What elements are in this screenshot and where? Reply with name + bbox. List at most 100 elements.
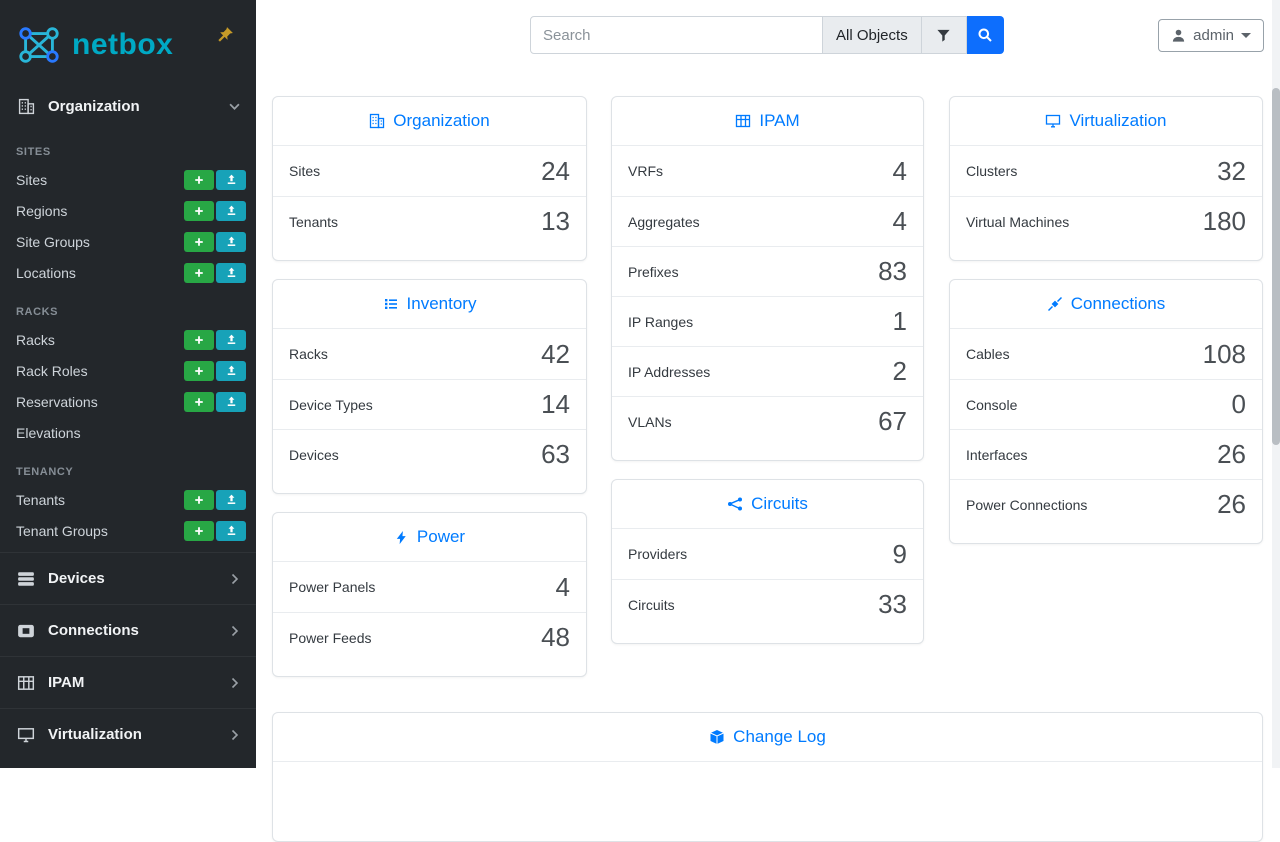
add-tenant-groups-button[interactable] xyxy=(184,520,214,541)
sidebar-item-elevations[interactable]: Elevations xyxy=(0,417,256,448)
stat-row-ip-ranges: IP Ranges 1 xyxy=(612,296,923,346)
import-locations-button[interactable] xyxy=(216,262,246,283)
ipam-card: IPAM VRFs 4 Aggregates 4 Prefixes 83 IP … xyxy=(611,96,924,461)
card-header-ipam[interactable]: IPAM xyxy=(612,97,923,146)
import-tenant-groups-button[interactable] xyxy=(216,520,246,541)
add-reservations-button[interactable] xyxy=(184,391,214,412)
server-stack-icon xyxy=(16,569,36,589)
netbox-logo-icon[interactable] xyxy=(16,23,62,67)
search-input[interactable] xyxy=(530,16,823,54)
cable-icon xyxy=(1047,296,1063,312)
card-header-power[interactable]: Power xyxy=(273,513,586,562)
sidebar-item-label: Elevations xyxy=(16,424,81,441)
sidebar-item-rack-roles[interactable]: Rack Roles xyxy=(0,355,256,386)
stat-value[interactable]: 33 xyxy=(878,589,907,619)
brand-wordmark[interactable]: netbox xyxy=(72,28,174,61)
stat-value[interactable]: 42 xyxy=(541,338,570,369)
sidebar-item-label: Virtualization xyxy=(48,726,142,743)
scrollbar-track[interactable] xyxy=(1272,0,1280,768)
import-sites-button[interactable] xyxy=(216,169,246,190)
stat-value[interactable]: 2 xyxy=(892,356,907,386)
sidebar-item-virtualization[interactable]: Virtualization xyxy=(0,708,256,760)
stat-value[interactable]: 14 xyxy=(541,389,570,419)
sidebar-item-locations[interactable]: Locations xyxy=(0,257,256,288)
add-site-groups-button[interactable] xyxy=(184,231,214,252)
add-tenants-button[interactable] xyxy=(184,489,214,510)
stat-row-virtual-machines: Virtual Machines 180 xyxy=(950,196,1262,246)
add-locations-button[interactable] xyxy=(184,262,214,283)
stat-row-prefixes: Prefixes 83 xyxy=(612,246,923,296)
stat-row-tenants: Tenants 13 xyxy=(273,196,586,246)
sidebar-item-regions[interactable]: Regions xyxy=(0,195,256,226)
stat-value[interactable]: 0 xyxy=(1231,389,1246,419)
stat-value[interactable]: 24 xyxy=(541,155,570,186)
organization-card: Organization Sites 24 Tenants 13 xyxy=(272,96,587,261)
stat-row-ip-addresses: IP Addresses 2 xyxy=(612,346,923,396)
stat-value[interactable]: 67 xyxy=(878,406,907,436)
import-tenants-button[interactable] xyxy=(216,489,246,510)
card-header-connections[interactable]: Connections xyxy=(950,280,1262,329)
sidebar-item-label: IPAM xyxy=(48,674,85,691)
stat-label: VLANs xyxy=(628,413,672,430)
card-title: IPAM xyxy=(759,111,800,130)
sidebar: netbox Organization SITES Sites Regions xyxy=(0,0,256,768)
card-header-inventory[interactable]: Inventory xyxy=(273,280,586,329)
stat-row-circuits: Circuits 33 xyxy=(612,579,923,629)
scrollbar-thumb[interactable] xyxy=(1272,88,1280,445)
import-site-groups-button[interactable] xyxy=(216,231,246,252)
account-menu-button[interactable]: admin xyxy=(1158,19,1264,52)
pin-sidebar-icon[interactable] xyxy=(216,26,234,44)
sidebar-item-devices[interactable]: Devices xyxy=(0,552,256,604)
filter-button[interactable] xyxy=(921,16,967,54)
stat-value[interactable]: 4 xyxy=(555,571,570,602)
sidebar-item-reservations[interactable]: Reservations xyxy=(0,386,256,417)
stat-value[interactable]: 63 xyxy=(541,439,570,469)
chevron-right-icon xyxy=(230,625,240,637)
stat-label: Devices xyxy=(289,446,339,463)
port-icon xyxy=(16,621,36,641)
card-header-change-log[interactable]: Change Log xyxy=(273,713,1262,762)
card-title: Circuits xyxy=(751,494,808,513)
chevron-down-icon xyxy=(229,101,240,112)
sidebar-item-ipam[interactable]: IPAM xyxy=(0,656,256,708)
search-scope-select[interactable]: All Objects xyxy=(823,16,922,54)
sidebar-item-organization[interactable]: Organization xyxy=(0,84,256,128)
stat-row-console: Console 0 xyxy=(950,379,1262,429)
stat-value[interactable]: 4 xyxy=(892,206,907,236)
stat-value[interactable]: 4 xyxy=(892,155,907,186)
stat-value[interactable]: 48 xyxy=(541,622,570,652)
stat-value[interactable]: 180 xyxy=(1202,206,1246,236)
sidebar-item-tenant-groups[interactable]: Tenant Groups xyxy=(0,515,256,546)
add-regions-button[interactable] xyxy=(184,200,214,221)
card-header-virtualization[interactable]: Virtualization xyxy=(950,97,1262,146)
share-nodes-icon xyxy=(727,496,743,512)
import-regions-button[interactable] xyxy=(216,200,246,221)
stat-value[interactable]: 108 xyxy=(1202,338,1246,369)
import-reservations-button[interactable] xyxy=(216,391,246,412)
sidebar-item-racks[interactable]: Racks xyxy=(0,324,256,355)
stat-value[interactable]: 32 xyxy=(1217,155,1246,186)
change-log-card: Change Log xyxy=(272,712,1263,842)
card-header-circuits[interactable]: Circuits xyxy=(612,480,923,529)
sidebar-item-tenants[interactable]: Tenants xyxy=(0,484,256,515)
import-racks-button[interactable] xyxy=(216,329,246,350)
stat-value[interactable]: 83 xyxy=(878,256,907,286)
stat-row-clusters: Clusters 32 xyxy=(950,146,1262,196)
dashboard-column-2: IPAM VRFs 4 Aggregates 4 Prefixes 83 IP … xyxy=(611,96,924,662)
add-sites-button[interactable] xyxy=(184,169,214,190)
stat-value[interactable]: 13 xyxy=(541,206,570,236)
search-submit-button[interactable] xyxy=(966,16,1004,54)
stat-label: Circuits xyxy=(628,596,675,613)
stat-value[interactable]: 26 xyxy=(1217,439,1246,469)
card-title: Organization xyxy=(393,111,490,130)
stat-value[interactable]: 26 xyxy=(1217,489,1246,519)
stat-value[interactable]: 1 xyxy=(892,306,907,336)
stat-value[interactable]: 9 xyxy=(892,538,907,569)
add-racks-button[interactable] xyxy=(184,329,214,350)
import-rack-roles-button[interactable] xyxy=(216,360,246,381)
sidebar-item-sites[interactable]: Sites xyxy=(0,164,256,195)
sidebar-item-connections[interactable]: Connections xyxy=(0,604,256,656)
card-header-organization[interactable]: Organization xyxy=(273,97,586,146)
sidebar-item-site-groups[interactable]: Site Groups xyxy=(0,226,256,257)
add-rack-roles-button[interactable] xyxy=(184,360,214,381)
